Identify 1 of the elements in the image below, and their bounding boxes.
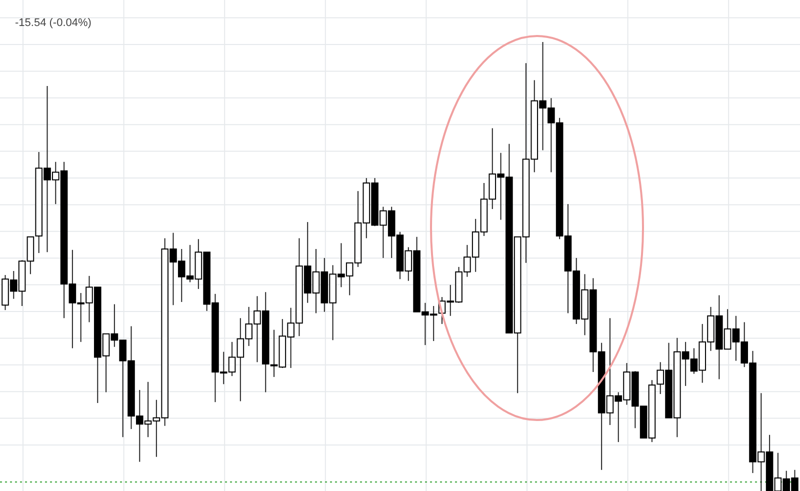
text: -15.54 (-0.04%) (15, 17, 92, 29)
